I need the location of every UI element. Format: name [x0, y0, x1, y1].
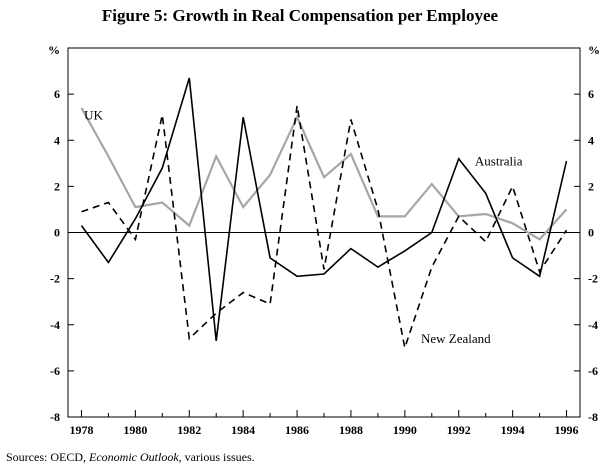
y-tick-label-right: 4: [588, 133, 594, 147]
x-tick-label: 1988: [339, 423, 363, 437]
x-tick-label: 1978: [69, 423, 93, 437]
source-note: Sources: OECD, Economic Outlook, various…: [6, 450, 255, 465]
series-layer: [80, 77, 568, 351]
series-line-australia: [80, 77, 568, 341]
x-tick-label: 1996: [555, 423, 579, 437]
source-suffix: , various issues.: [178, 450, 255, 464]
y-tick-label-right: 0: [588, 226, 594, 240]
y-tick-label-right: 6: [588, 87, 594, 101]
source-publication: Economic Outlook: [89, 450, 179, 464]
y-tick-label-right: -6: [588, 364, 598, 378]
y-tick-label-left: 6: [54, 87, 60, 101]
x-tick-label: 1992: [447, 423, 471, 437]
y-tick-label-right: -2: [588, 272, 598, 286]
y-tick-label-right: 2: [588, 179, 594, 193]
axis-ticks: -8 -8 -6 -6 -4 -4 -2 -2 0 0 2 2 4 4 6 6 1978 1980 1982 1984…: [50, 87, 598, 437]
x-tick-label: 1994: [501, 423, 525, 437]
y-tick-label-left: -6: [50, 364, 60, 378]
series-label-new-zealand: New Zealand: [421, 331, 491, 346]
x-tick-label: 1980: [123, 423, 147, 437]
x-tick-label: 1984: [231, 423, 255, 437]
y-tick-label-left: -4: [50, 318, 60, 332]
y-unit-left: %: [48, 43, 60, 57]
y-tick-label-right: -8: [588, 410, 598, 424]
y-tick-label-left: -8: [50, 410, 60, 424]
series-line-new-zealand: [81, 105, 568, 351]
y-tick-label-left: -2: [50, 272, 60, 286]
x-tick-label: 1982: [177, 423, 201, 437]
source-prefix: Sources: OECD,: [6, 450, 89, 464]
chart-title: Figure 5: Growth in Real Compensation pe…: [101, 6, 499, 25]
y-tick-label-left: 2: [54, 179, 60, 193]
x-tick-label: 1990: [393, 423, 417, 437]
y-tick-label-left: 4: [54, 133, 60, 147]
series-label-australia: Australia: [475, 154, 523, 169]
series-line-uk: [80, 107, 568, 241]
series-label-uk: UK: [84, 107, 103, 122]
y-unit-right: %: [588, 43, 600, 57]
x-tick-label: 1986: [285, 423, 309, 437]
y-tick-label-left: 0: [54, 226, 60, 240]
y-tick-label-right: -4: [588, 318, 598, 332]
